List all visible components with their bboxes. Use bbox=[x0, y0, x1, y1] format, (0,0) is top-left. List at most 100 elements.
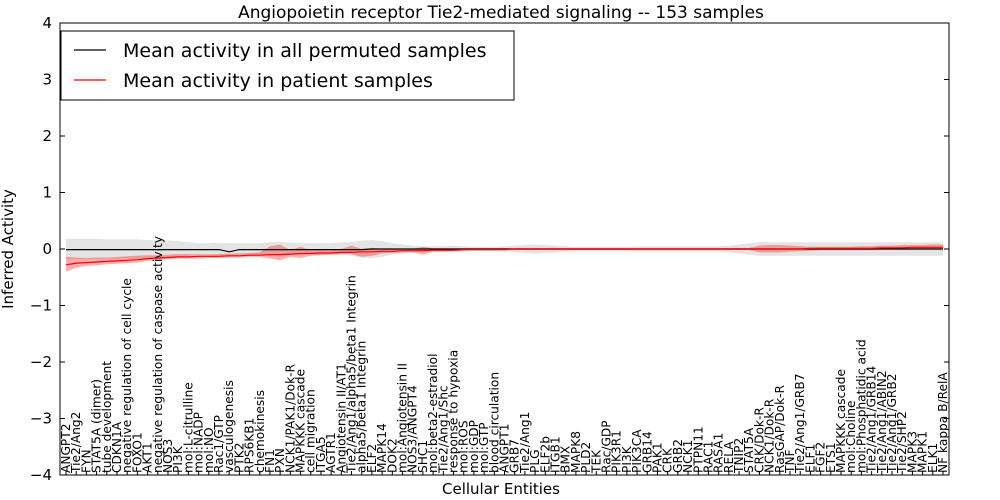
x-tick-label: Tie2/Ang1/alpha5/beta1 Integrin bbox=[345, 275, 359, 474]
x-tick-label: FOXO1 bbox=[130, 432, 144, 473]
x-tick-label: NCK1/Dok-R bbox=[763, 398, 777, 473]
x-tick-label: alpha5/beta1 Integrin bbox=[355, 341, 369, 473]
x-tick-label: PTK2 bbox=[232, 442, 246, 473]
x-tick-label: NOS3 bbox=[161, 439, 175, 473]
x-tick-label: GRB7 bbox=[508, 439, 522, 473]
x-tick-label: TNIP2 bbox=[732, 438, 746, 474]
x-tick-label: CDKN1A bbox=[110, 421, 124, 473]
x-tick-label: negative regulation of cell cycle bbox=[120, 278, 134, 473]
x-tick-label: Tie2/Ang1 bbox=[518, 412, 532, 474]
y-tick-label: 3 bbox=[42, 71, 52, 89]
x-tick-label: PLD2 bbox=[579, 442, 593, 473]
x-tick-label: NCK1 bbox=[681, 440, 695, 473]
x-tick-label: PLG bbox=[528, 449, 542, 473]
chart-title: Angiopoietin receptor Tie2-mediated sign… bbox=[238, 3, 764, 23]
legend-label-patient: Mean activity in patient samples bbox=[123, 70, 433, 92]
x-tick-label: FGF2 bbox=[814, 442, 828, 473]
x-tick-label: DOK2 bbox=[385, 438, 399, 473]
x-tick-label: NF kappa B/RelA bbox=[936, 372, 950, 473]
x-tick-label: RAC1 bbox=[702, 441, 716, 473]
x-tick-label: mol:ROS bbox=[457, 420, 471, 473]
x-tick-label: RELA bbox=[722, 441, 736, 473]
x-tick-label: ELF1 bbox=[803, 444, 817, 473]
x-tick-label: CRK bbox=[661, 447, 675, 473]
y-tick-label: −4 bbox=[30, 466, 52, 484]
x-tick-label: ITGB1 bbox=[549, 436, 563, 473]
x-tick-label: mol:L-citrulline bbox=[181, 382, 195, 473]
x-tick-label: PXN bbox=[273, 448, 287, 473]
y-axis-label: Inferred Activity bbox=[0, 189, 17, 309]
x-tick-label: mol:beta2-estradiol bbox=[426, 353, 440, 473]
x-tick-label: MAPK8 bbox=[569, 431, 583, 473]
x-tick-label: STAT5A bbox=[742, 427, 756, 473]
x-tick-label: Tie2/Ang1/ABIN2 bbox=[875, 370, 889, 474]
x-tick-label: NCK1/PAK1/Dok-R bbox=[283, 363, 297, 473]
y-tick-label: 0 bbox=[42, 240, 52, 258]
legend-box bbox=[60, 30, 515, 101]
x-tick-label: Angiotensin II/AT1 bbox=[334, 363, 348, 473]
x-tick-label: Tie2/Ang1/Shc bbox=[436, 385, 450, 474]
x-tick-label: MAPKKK cascade bbox=[294, 369, 308, 473]
x-tick-label: Tie2/Ang1/GRB7 bbox=[793, 374, 807, 475]
series-1-line bbox=[65, 246, 943, 266]
x-tick-label: RPS6KB1 bbox=[243, 418, 257, 473]
x-tick-label: PIK3CA bbox=[630, 429, 644, 473]
x-tick-label: Rac1/GTP bbox=[212, 415, 226, 473]
x-tick-label: MAPK14 bbox=[375, 423, 389, 473]
x-tick-label: Tie2/Ang2 bbox=[69, 412, 83, 474]
x-tick-label: mol:NADP bbox=[192, 412, 206, 473]
x-tick-label: mol:Phosphatidic acid bbox=[854, 339, 868, 473]
x-tick-label: TEK bbox=[589, 449, 603, 474]
x-tick-label: cell migration bbox=[304, 389, 318, 473]
x-tick-label: RASA1 bbox=[712, 433, 726, 473]
series-lines bbox=[65, 246, 943, 266]
x-tick-label: ANGPT1 bbox=[498, 424, 512, 473]
x-tick-label: STAT5A (dimer) bbox=[90, 379, 104, 473]
x-tick-label: tube development bbox=[100, 361, 114, 473]
x-tick-label: MAPKKK cascade bbox=[834, 369, 848, 473]
x-tick-label: ITGA5 bbox=[314, 436, 328, 473]
x-tick-label: mol:Angiotensin II bbox=[396, 363, 410, 473]
x-tick-label: mol:NO bbox=[202, 427, 216, 473]
x-tick-label: response to hypoxia bbox=[447, 350, 461, 473]
x-tick-label: SHC1 bbox=[416, 440, 430, 473]
y-tick-label: −1 bbox=[30, 297, 52, 315]
x-tick-label: PI3K bbox=[620, 445, 634, 473]
x-tick-label: FYN bbox=[79, 449, 93, 473]
x-tick-label: ANGPT2 bbox=[59, 424, 73, 473]
x-tick-label: GRB2 bbox=[671, 439, 685, 473]
x-tick-label: ETS1 bbox=[824, 442, 838, 473]
x-tick-label: CRK/Dok-R bbox=[752, 407, 766, 473]
series-1-band bbox=[66, 244, 943, 272]
x-tick-label: PTPN11 bbox=[691, 426, 705, 473]
x-tick-label: blood circulation bbox=[487, 372, 501, 473]
x-tick-label: MAPK3 bbox=[905, 431, 919, 473]
x-tick-label: NOS3/ANGPT4 bbox=[406, 385, 420, 473]
x-tick-label: PAK1 bbox=[651, 442, 665, 473]
x-tick-label: GRB14 bbox=[640, 431, 654, 473]
x-tick-label: BMX bbox=[559, 446, 573, 473]
x-tick-label: Tie2/SHP2 bbox=[895, 411, 909, 474]
y-tick-label: 4 bbox=[42, 14, 52, 32]
x-tick-label: mol:Choline bbox=[844, 400, 858, 473]
y-tick-label: −3 bbox=[30, 410, 52, 428]
x-tick-label: ELF2b bbox=[538, 436, 552, 473]
x-tick-label: mol:GDP bbox=[467, 420, 481, 473]
x-tick-label: mol:GTP bbox=[477, 422, 491, 473]
x-axis-label: Cellular Entities bbox=[442, 480, 560, 498]
x-tick-label: chemokinesis bbox=[253, 390, 267, 473]
x-tick-label: PI3K bbox=[171, 445, 185, 473]
legend-label-permuted: Mean activity in all permuted samples bbox=[123, 40, 486, 62]
x-tick-label: PIK3R1 bbox=[610, 430, 624, 473]
y-tick-label: 2 bbox=[42, 127, 52, 145]
y-tick-label: 1 bbox=[42, 184, 52, 202]
x-tick-label: MAPK1 bbox=[916, 431, 930, 473]
x-tick-label: AKT1 bbox=[141, 442, 155, 473]
x-tick-label: RasGAP/Dok-R bbox=[773, 384, 787, 473]
legend: Mean activity in all permuted samples Me… bbox=[60, 30, 515, 101]
y-axis: 4 3 2 1 0 −1 −2 −3 −4 bbox=[30, 14, 949, 484]
x-tick-label: Tie2/Ang1/GRB14 bbox=[865, 366, 879, 474]
x-tick-label: AGTR1 bbox=[324, 432, 338, 473]
